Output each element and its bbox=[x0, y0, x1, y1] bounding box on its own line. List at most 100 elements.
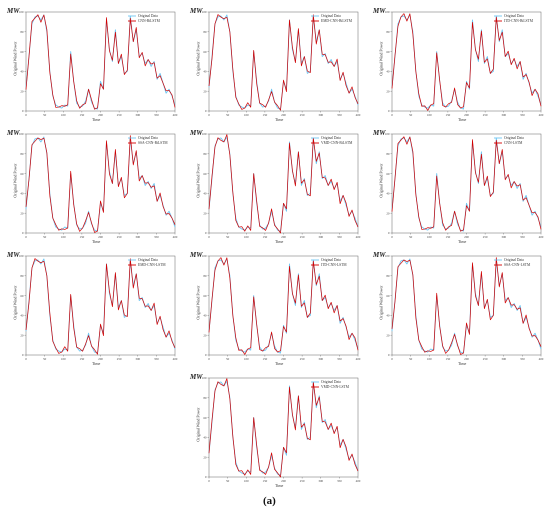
unit-label: MW bbox=[190, 129, 203, 137]
y-tick-label: 0 bbox=[205, 475, 207, 479]
y-tick-label: 60 bbox=[386, 172, 390, 176]
plot-frame bbox=[25, 255, 176, 356]
x-tick-label: 100 bbox=[61, 235, 66, 239]
x-tick-label: 100 bbox=[244, 357, 249, 361]
x-tick-label: 250 bbox=[117, 235, 122, 239]
line-chart: 0 50 100 150 200 250 300 350 400 0 20 40 60 80 100 Orig… bbox=[19, 132, 178, 239]
y-tick-label: 0 bbox=[205, 353, 207, 357]
figure-caption: (a) bbox=[263, 495, 276, 507]
x-tick-label: 300 bbox=[318, 357, 323, 361]
series-prediction bbox=[391, 136, 542, 232]
legend-label: SSA-CNN-BiLSTM bbox=[138, 141, 168, 145]
x-tick-label: 350 bbox=[337, 235, 342, 239]
line-chart: 0 50 100 150 200 250 300 350 400 0 20 40 60 80 100 Orig… bbox=[202, 376, 361, 483]
series-original-data bbox=[208, 136, 359, 232]
x-axis-label: Time bbox=[92, 239, 101, 244]
plot-frame bbox=[208, 255, 359, 356]
x-tick-label: 200 bbox=[98, 357, 103, 361]
y-tick-label: 80 bbox=[386, 274, 390, 278]
series-original-data bbox=[25, 14, 176, 110]
legend-label: ITD-CNN-LSTM bbox=[321, 263, 347, 267]
x-tick-label: 150 bbox=[445, 113, 450, 117]
legend-label: Original Data bbox=[504, 136, 524, 140]
y-tick-label: 40 bbox=[203, 192, 207, 196]
y-tick-label: 0 bbox=[205, 109, 207, 113]
x-tick-label: 250 bbox=[300, 113, 305, 117]
x-tick-label: 400 bbox=[539, 113, 544, 117]
y-tick-label: 60 bbox=[203, 50, 207, 54]
y-tick-label: 0 bbox=[205, 231, 207, 235]
x-tick-label: 250 bbox=[300, 357, 305, 361]
x-tick-label: 100 bbox=[427, 113, 432, 117]
x-tick-label: 200 bbox=[464, 113, 469, 117]
y-tick-label: 0 bbox=[22, 231, 24, 235]
legend-label: VMD-CNN-LSTM bbox=[321, 385, 350, 389]
x-tick-label: 100 bbox=[61, 113, 66, 117]
line-chart: 0 50 100 150 200 250 300 350 400 0 20 40 60 80 100 Orig… bbox=[19, 254, 178, 361]
x-axis-label: Time bbox=[275, 483, 284, 488]
x-tick-label: 400 bbox=[173, 113, 178, 117]
x-tick-label: 400 bbox=[356, 479, 361, 483]
legend-label: CNN-LSTM bbox=[504, 141, 523, 145]
line-chart: 0 50 100 150 200 250 300 350 400 0 20 40 60 80 100 Orig… bbox=[385, 10, 544, 117]
x-axis-label: Time bbox=[458, 361, 467, 366]
y-tick-label: 20 bbox=[386, 89, 390, 93]
series-original-data bbox=[391, 136, 542, 232]
x-tick-label: 200 bbox=[98, 235, 103, 239]
y-tick-label: 40 bbox=[386, 314, 390, 318]
y-tick-label: 60 bbox=[20, 294, 24, 298]
x-axis-label: Time bbox=[275, 361, 284, 366]
y-tick-label: 20 bbox=[203, 333, 207, 337]
y-tick-label: 20 bbox=[386, 211, 390, 215]
x-tick-label: 50 bbox=[409, 235, 413, 239]
series-original-data bbox=[25, 136, 176, 232]
line-chart: 0 50 100 150 200 250 300 350 400 0 20 40 60 80 100 Orig… bbox=[385, 132, 544, 239]
x-tick-label: 350 bbox=[154, 113, 159, 117]
x-tick-label: 50 bbox=[226, 479, 230, 483]
x-tick-label: 150 bbox=[262, 479, 267, 483]
x-tick-label: 350 bbox=[337, 113, 342, 117]
y-tick-label: 40 bbox=[203, 70, 207, 74]
x-tick-label: 50 bbox=[226, 235, 230, 239]
x-tick-label: 200 bbox=[281, 479, 286, 483]
chart-panel: MW Original Wind Power Time 0 50 100 150 200 250… bbox=[370, 126, 546, 244]
x-tick-label: 400 bbox=[173, 235, 178, 239]
x-tick-label: 100 bbox=[244, 113, 249, 117]
x-tick-label: 150 bbox=[79, 235, 84, 239]
y-tick-label: 100 bbox=[19, 132, 24, 136]
legend-label: Original Data bbox=[321, 258, 341, 262]
series-original-data bbox=[208, 258, 359, 354]
x-tick-label: 200 bbox=[98, 113, 103, 117]
x-tick-label: 50 bbox=[409, 113, 413, 117]
y-tick-label: 60 bbox=[20, 50, 24, 54]
y-tick-label: 40 bbox=[386, 192, 390, 196]
legend-label: Original Data bbox=[504, 258, 524, 262]
line-chart: 0 50 100 150 200 250 300 350 400 0 20 40 60 80 100 Orig… bbox=[202, 10, 361, 117]
x-tick-label: 200 bbox=[464, 235, 469, 239]
y-tick-label: 100 bbox=[19, 10, 24, 14]
x-tick-label: 0 bbox=[208, 479, 210, 483]
x-tick-label: 300 bbox=[135, 235, 140, 239]
chart-panel: MW Original Wind Power Time 0 50 100 150 200 250… bbox=[370, 248, 546, 366]
y-tick-label: 80 bbox=[203, 30, 207, 34]
y-tick-label: 80 bbox=[20, 30, 24, 34]
chart-panel: MW Original Wind Power Time 0 50 100 150 200 250… bbox=[187, 248, 363, 366]
unit-label: MW bbox=[373, 129, 386, 137]
x-tick-label: 300 bbox=[318, 113, 323, 117]
unit-label: MW bbox=[190, 251, 203, 259]
legend-label: EMD-CNN-LSTM bbox=[138, 263, 166, 267]
x-axis-label: Time bbox=[458, 117, 467, 122]
series-prediction bbox=[208, 134, 359, 234]
x-tick-label: 50 bbox=[43, 357, 47, 361]
x-tick-label: 100 bbox=[427, 235, 432, 239]
unit-label: MW bbox=[7, 129, 20, 137]
plot-frame bbox=[391, 11, 542, 112]
y-tick-label: 20 bbox=[20, 211, 24, 215]
chart-panel: MW Original Wind Power Time 0 50 100 150 200 250… bbox=[187, 126, 363, 244]
